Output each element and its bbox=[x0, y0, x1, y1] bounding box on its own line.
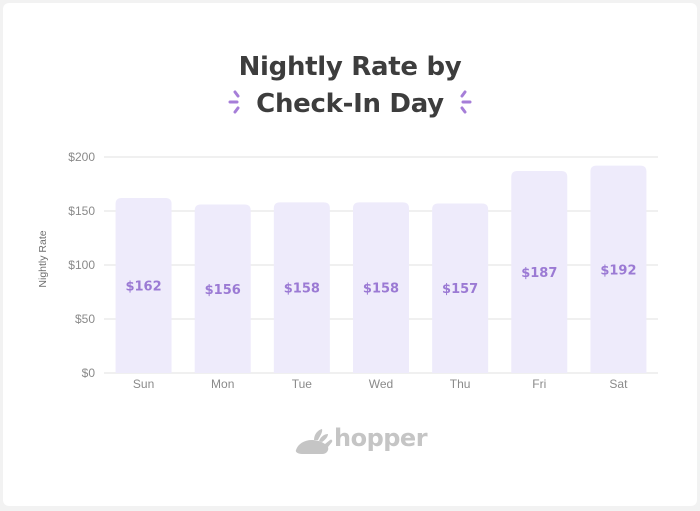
x-tick-label: Sun bbox=[133, 377, 154, 391]
hopper-logo: hopper bbox=[292, 424, 428, 462]
data-label: $158 bbox=[363, 282, 399, 297]
chart-title-line-1: Nightly Rate by bbox=[238, 52, 462, 82]
data-label: $187 bbox=[521, 266, 557, 281]
data-label: $158 bbox=[284, 282, 320, 297]
x-tick-label: Thu bbox=[450, 377, 471, 391]
y-tick-label: $50 bbox=[75, 312, 95, 326]
x-tick-label: Sat bbox=[609, 377, 628, 391]
bar-mon bbox=[194, 204, 251, 373]
bar-sun bbox=[115, 198, 172, 373]
y-tick-label: $0 bbox=[82, 366, 96, 380]
bar-fri bbox=[511, 171, 568, 373]
bars: $162 $156 $158 $158 $157 $187 $192 bbox=[115, 165, 647, 373]
y-axis-label: Nightly Rate bbox=[37, 230, 49, 287]
brand-name: hopper bbox=[334, 424, 428, 452]
bar-tue bbox=[273, 202, 330, 373]
x-axis-ticks: Sun Mon Tue Wed Thu Fri Sat bbox=[133, 377, 628, 391]
chart-title-line-2: Check-In Day bbox=[0, 88, 700, 119]
x-tick-label: Tue bbox=[292, 377, 313, 391]
data-label: $162 bbox=[125, 280, 161, 295]
x-tick-label: Mon bbox=[211, 377, 234, 391]
y-tick-label: $200 bbox=[68, 150, 95, 164]
y-axis-ticks: $0 $50 $100 $150 $200 bbox=[68, 150, 95, 380]
y-tick-label: $150 bbox=[68, 204, 95, 218]
data-label: $157 bbox=[442, 282, 478, 297]
bar-thu bbox=[432, 203, 489, 373]
x-tick-label: Fri bbox=[532, 377, 546, 391]
bunny-icon bbox=[295, 429, 333, 454]
y-tick-label: $100 bbox=[68, 258, 95, 272]
data-label: $156 bbox=[205, 283, 241, 298]
x-tick-label: Wed bbox=[369, 377, 393, 391]
data-label: $192 bbox=[600, 263, 636, 278]
bar-sat bbox=[590, 165, 647, 373]
sparkle-right-icon bbox=[460, 90, 472, 114]
chart-title-line-2-text: Check-In Day bbox=[256, 89, 444, 119]
bar-wed bbox=[353, 202, 409, 373]
sparkle-left-icon bbox=[228, 90, 240, 114]
